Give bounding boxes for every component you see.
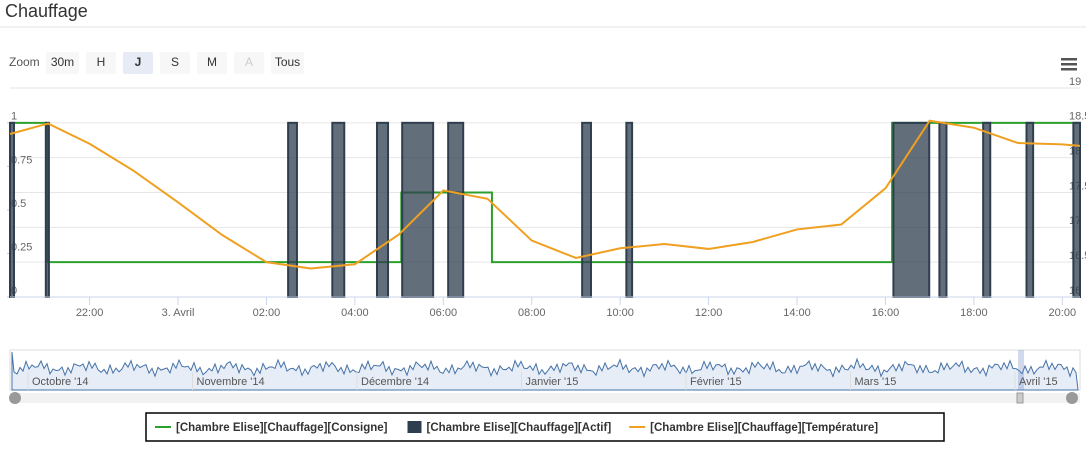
menu-bar bbox=[1061, 58, 1077, 61]
x-tick-label: 08:00 bbox=[518, 307, 546, 319]
menu-icon[interactable] bbox=[1061, 58, 1077, 71]
zoom-button-bg bbox=[123, 52, 153, 74]
navigator-label: Avril '15 bbox=[1019, 376, 1058, 388]
legend-swatch bbox=[407, 421, 422, 433]
temperature-line bbox=[9, 119, 1081, 270]
actif-block bbox=[1072, 121, 1082, 299]
navigator-window[interactable] bbox=[1018, 350, 1024, 390]
zoom-button-label: J bbox=[135, 55, 142, 69]
actif-block bbox=[287, 121, 298, 299]
legend-label: [Chambre Elise][Chauffage][Température] bbox=[650, 422, 878, 434]
actif-block bbox=[447, 121, 465, 299]
navigator-label: Décembre '14 bbox=[361, 376, 429, 388]
zoom-button-bg bbox=[234, 52, 264, 74]
zoom-label: Zoom bbox=[9, 55, 40, 69]
menu-bar bbox=[1061, 68, 1077, 71]
navigator-label: Mars '15 bbox=[855, 376, 897, 388]
zoom-button[interactable]: H bbox=[86, 52, 116, 74]
zoom-button-bg bbox=[271, 52, 304, 74]
zoom-button-bg bbox=[197, 52, 227, 74]
scrollbar-right[interactable] bbox=[1066, 392, 1078, 404]
actif-block bbox=[401, 121, 435, 299]
chart-title: Chauffage bbox=[5, 1, 88, 21]
x-tick-label: 20:00 bbox=[1049, 307, 1077, 319]
x-tick-label: 06:00 bbox=[430, 307, 458, 319]
legend-box bbox=[145, 412, 945, 442]
menu-bar bbox=[1061, 63, 1077, 66]
x-tick-label: 12:00 bbox=[695, 307, 723, 319]
y-tick-label: 1 bbox=[11, 111, 17, 123]
zoom-button-bg bbox=[46, 52, 79, 74]
zoom-button-label: S bbox=[171, 55, 179, 69]
actif-block bbox=[625, 121, 634, 299]
actif-block bbox=[9, 121, 15, 299]
actif-block bbox=[938, 121, 948, 299]
legend-label: [Chambre Elise][Chauffage][Consigne] bbox=[176, 422, 388, 434]
legend-item[interactable]: [Chambre Elise][Chauffage][Température] bbox=[629, 422, 878, 434]
zoom-button[interactable]: J bbox=[123, 52, 153, 74]
zoom-button-label: Tous bbox=[275, 55, 300, 69]
y-tick-label: 0.75 bbox=[11, 154, 32, 166]
navigator-label: Février '15 bbox=[690, 376, 742, 388]
actif-block bbox=[375, 121, 390, 299]
navigator-label: Octobre '14 bbox=[32, 376, 89, 388]
zoom-button[interactable]: Tous bbox=[271, 52, 304, 74]
zoom-button-bg bbox=[160, 52, 190, 74]
actif-block bbox=[982, 121, 992, 299]
zoom-button[interactable]: S bbox=[160, 52, 190, 74]
x-tick-label: 14:00 bbox=[783, 307, 811, 319]
zoom-button[interactable]: 30m bbox=[46, 52, 79, 74]
zoom-button[interactable]: M bbox=[197, 52, 227, 74]
x-tick-label: 16:00 bbox=[872, 307, 900, 319]
x-tick-label: 02:00 bbox=[253, 307, 281, 319]
zoom-button: A bbox=[234, 52, 264, 74]
actif-block bbox=[331, 121, 346, 299]
scrollbar-track[interactable] bbox=[10, 393, 1080, 403]
x-tick-label: 04:00 bbox=[341, 307, 369, 319]
x-tick-label: 3. Avril bbox=[162, 307, 195, 319]
zoom-button-label: H bbox=[97, 55, 106, 69]
zoom-button-label: M bbox=[207, 55, 217, 69]
legend-item[interactable]: [Chambre Elise][Chauffage][Actif] bbox=[407, 421, 612, 434]
x-tick-label: 18:00 bbox=[960, 307, 988, 319]
navigator-label: Janvier '15 bbox=[526, 376, 579, 388]
navigator-label: Novembre '14 bbox=[197, 376, 265, 388]
zoom-button-bg bbox=[86, 52, 116, 74]
zoom-button-label: 30m bbox=[51, 55, 74, 69]
actif-block bbox=[581, 121, 592, 299]
navigator-outline bbox=[11, 351, 1079, 391]
x-tick-label: 22:00 bbox=[76, 307, 104, 319]
scrollbar-thumb[interactable] bbox=[1016, 392, 1024, 404]
scrollbar-left[interactable] bbox=[9, 392, 21, 404]
actif-block bbox=[1025, 121, 1035, 299]
y-tick-label: 0.25 bbox=[11, 241, 32, 253]
legend-item[interactable]: [Chambre Elise][Chauffage][Consigne] bbox=[155, 422, 388, 434]
actif-block bbox=[44, 121, 50, 299]
x-tick-label: 10:00 bbox=[606, 307, 634, 319]
legend-label: [Chambre Elise][Chauffage][Actif] bbox=[427, 422, 612, 434]
zoom-button-label: A bbox=[245, 55, 253, 69]
y2-tick-label: 18.5 bbox=[1069, 111, 1086, 123]
y2-tick-label: 19 bbox=[1069, 76, 1081, 88]
